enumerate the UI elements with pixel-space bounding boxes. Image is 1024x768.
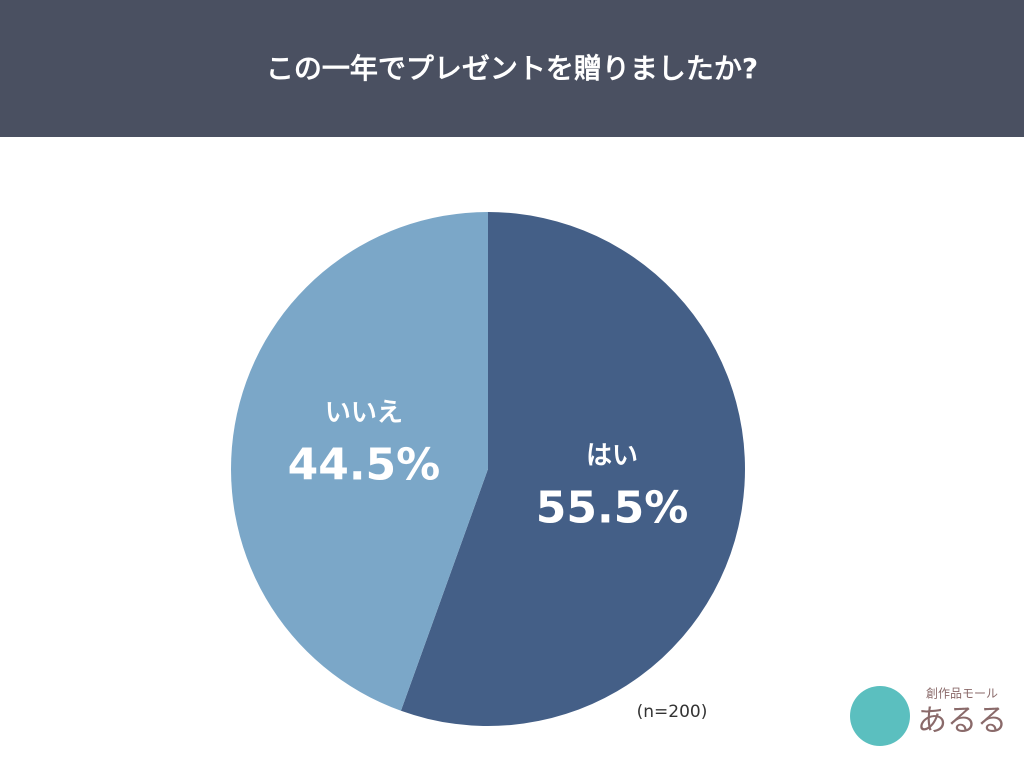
pie-slice: [400, 212, 746, 727]
slice-value-label: 44.5%: [288, 439, 441, 490]
slice-value-label: 55.5%: [536, 483, 689, 534]
logo-tagline: 創作品モール: [926, 687, 998, 701]
slice-name: はい: [586, 441, 638, 471]
logo-name: あるる: [917, 704, 1007, 739]
header-band: [0, 0, 1024, 137]
slice-name: いいえ: [325, 398, 403, 428]
logo-circle: [850, 686, 910, 746]
chart-title: この一年でプレゼントを贈りましたか?: [266, 52, 758, 85]
logo: 創作品モール あるる: [850, 686, 1007, 746]
pie-slice: [231, 212, 488, 711]
sample-note: (n=200): [637, 702, 708, 722]
